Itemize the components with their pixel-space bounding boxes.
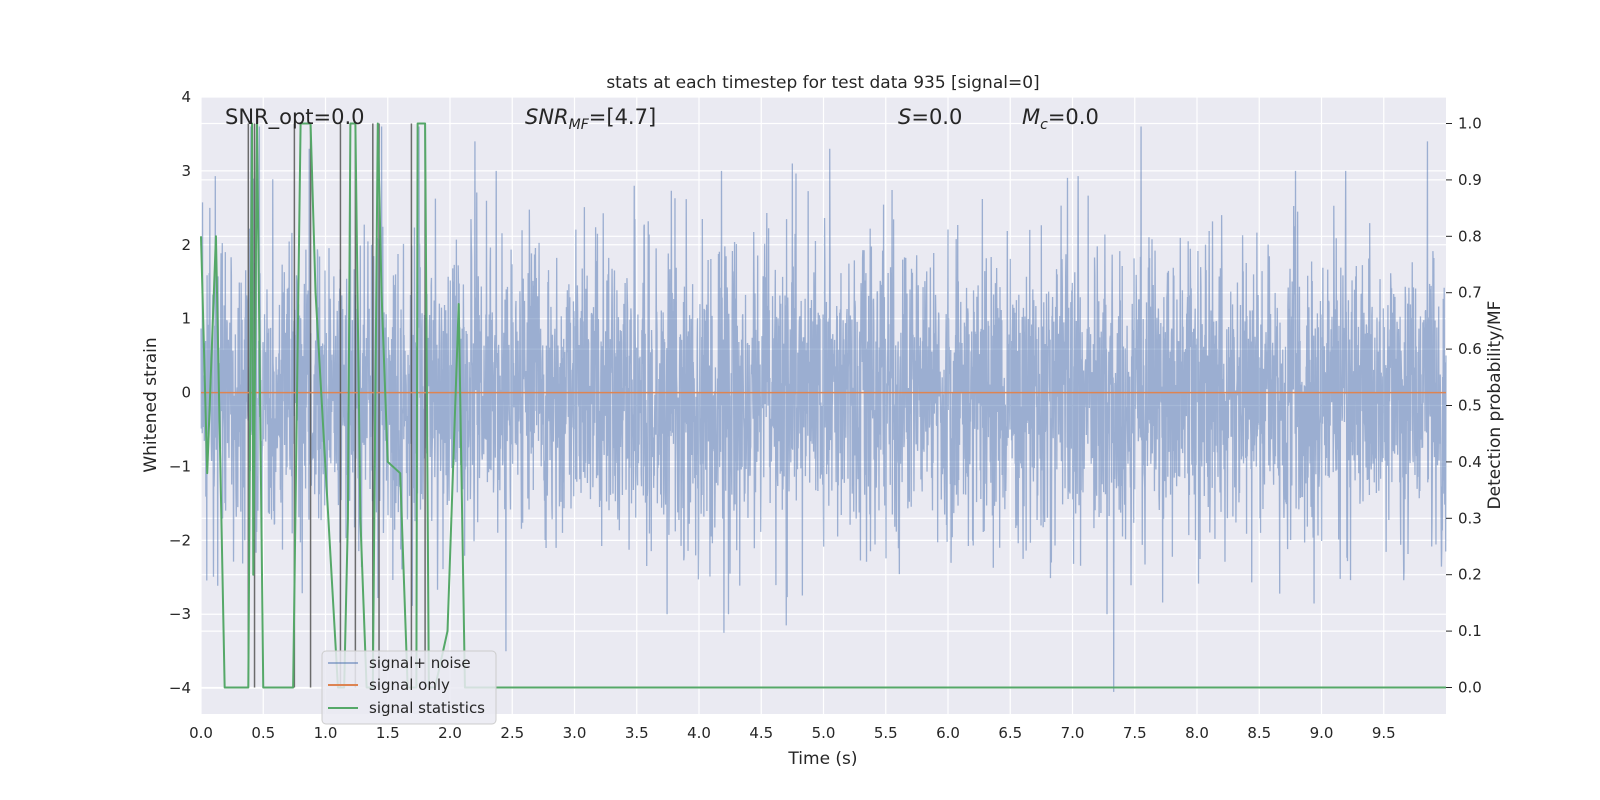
- x-tick-label: 8.0: [1185, 724, 1209, 742]
- x-tick-label: 4.5: [749, 724, 773, 742]
- y-tick-label-left: 1: [181, 310, 191, 328]
- annotation-snr-opt: SNR_opt=0.0: [225, 105, 365, 130]
- x-tick-label: 0.5: [251, 724, 275, 742]
- y-tick-label-left: −2: [169, 531, 191, 549]
- x-tick-label: 2.5: [500, 724, 524, 742]
- y-tick-label-right: 0.0: [1458, 678, 1482, 696]
- y-tick-label-right: 0.6: [1458, 340, 1482, 358]
- x-tick-label: 9.0: [1310, 724, 1334, 742]
- x-tick-label: 0.0: [189, 724, 213, 742]
- x-tick-label: 7.0: [1061, 724, 1085, 742]
- legend-label-signal-statistics: signal statistics: [369, 699, 485, 717]
- x-axis-label: Time (s): [787, 749, 857, 769]
- series-signal-noise: [200, 126, 1447, 692]
- x-tick-label: 6.5: [998, 724, 1022, 742]
- y-tick-label-left: −3: [169, 605, 191, 623]
- legend-label-signal-only: signal only: [369, 676, 450, 694]
- chart-title: stats at each timestep for test data 935…: [606, 73, 1039, 93]
- y-tick-label-right: 0.8: [1458, 227, 1482, 245]
- annotation-mc: Mc=0.0: [1022, 105, 1099, 133]
- y-tick-label-right: 0.1: [1458, 622, 1482, 640]
- y-tick-label-left: 3: [181, 162, 191, 180]
- y-tick-label-right: 1.0: [1458, 115, 1482, 133]
- signal-statistics-line: [200, 122, 1446, 689]
- y-axis-label-right: Detection probability/MF: [1485, 301, 1505, 510]
- series-signal-statistics: [200, 122, 1446, 689]
- y-tick-label-right: 0.5: [1458, 397, 1482, 415]
- x-tick-label: 6.0: [936, 724, 960, 742]
- y-tick-label-right: 0.3: [1458, 509, 1482, 527]
- annotation-snr-mf: SNRMF=[4.7]: [525, 105, 656, 133]
- legend-box: [321, 650, 497, 725]
- x-tick-label: 1.5: [376, 724, 400, 742]
- y-tick-label-right: 0.4: [1458, 453, 1482, 471]
- x-tick-label: 5.5: [874, 724, 898, 742]
- x-tick-label: 4.0: [687, 724, 711, 742]
- legend-label-signal-noise: signal+ noise: [369, 654, 471, 672]
- legend: signal+ noise signal only signal statist…: [321, 650, 497, 725]
- y-tick-label-right: 0.7: [1458, 284, 1482, 302]
- x-tick-label: 9.5: [1372, 724, 1396, 742]
- x-tick-label: 3.5: [625, 724, 649, 742]
- y-tick-label-right: 0.9: [1458, 171, 1482, 189]
- ticks: 0.0 0.5 1.0 1.5 2.0 2.5 3.0 3.5 4.0 4.5 5.0 5.5 6.0 6…: [169, 88, 1482, 742]
- x-tick-label: 3.0: [563, 724, 587, 742]
- y-tick-label-left: 4: [181, 88, 191, 106]
- x-tick-label: 1.0: [314, 724, 338, 742]
- y-axis-label-left: Whitened strain: [141, 337, 161, 472]
- y-tick-label-left: −1: [169, 457, 191, 475]
- y-tick-label-left: 0: [181, 384, 191, 402]
- signal-noise-line: [200, 126, 1447, 692]
- x-tick-label: 2.0: [438, 724, 462, 742]
- y-tick-label-left: 2: [181, 236, 191, 254]
- y-tick-label-right: 0.2: [1458, 566, 1482, 584]
- annotation-s: S=0.0: [898, 105, 962, 129]
- x-tick-label: 8.5: [1247, 724, 1271, 742]
- y-tick-label-left: −4: [169, 679, 191, 697]
- x-tick-label: 7.5: [1123, 724, 1147, 742]
- x-tick-label: 5.0: [812, 724, 836, 742]
